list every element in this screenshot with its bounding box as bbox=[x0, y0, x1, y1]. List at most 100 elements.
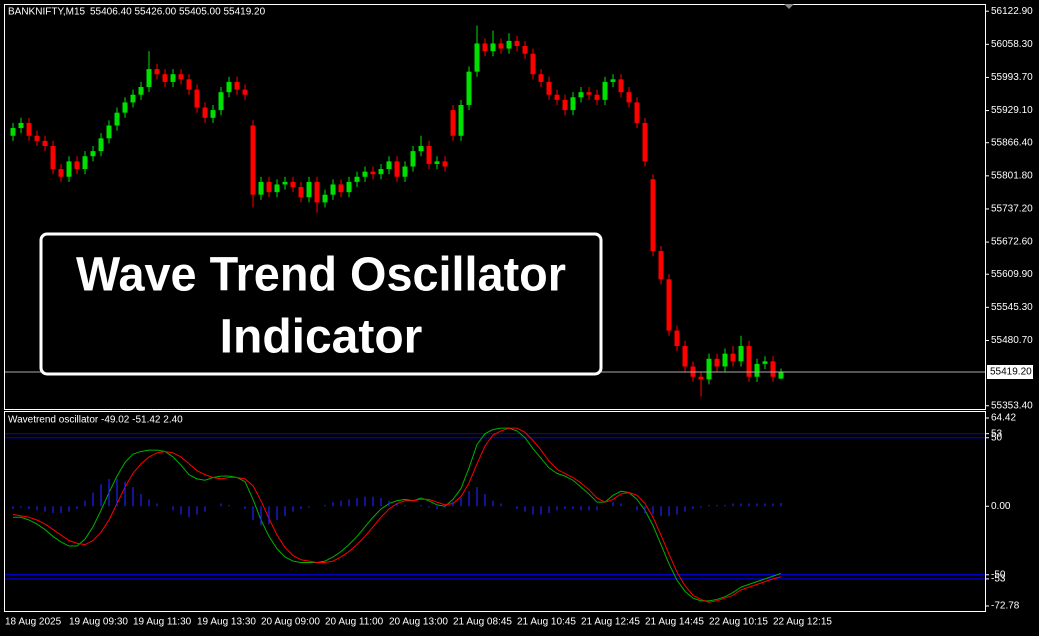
oscillator-line bbox=[13, 427, 782, 602]
y-tick-label: 55737.20 bbox=[991, 204, 1033, 215]
current-price-box bbox=[987, 365, 1033, 380]
candle-body bbox=[530, 53, 536, 75]
candle-body bbox=[170, 74, 176, 82]
candle-body bbox=[98, 138, 104, 152]
candle-body bbox=[66, 161, 72, 177]
candle-body bbox=[554, 94, 560, 100]
candle-body bbox=[306, 181, 312, 198]
candle-body bbox=[586, 92, 592, 95]
x-tick-label: 21 Aug 14:45 bbox=[645, 617, 704, 628]
candle-body bbox=[218, 92, 224, 111]
candle-body bbox=[90, 151, 96, 157]
y-tick-label: 64.42 bbox=[991, 413, 1016, 424]
candle-body bbox=[50, 145, 56, 170]
candle-body bbox=[546, 81, 552, 95]
candle-body bbox=[722, 353, 728, 367]
candle-body bbox=[274, 184, 280, 193]
candle-body bbox=[738, 345, 744, 362]
candle-body bbox=[362, 171, 368, 177]
candle-body bbox=[570, 97, 576, 111]
y-tick-label: 55353.40 bbox=[991, 400, 1033, 411]
candle-body bbox=[210, 110, 216, 118]
x-tick-label: 21 Aug 08:45 bbox=[453, 617, 512, 628]
x-tick-label: 20 Aug 11:00 bbox=[325, 617, 384, 628]
candle-body bbox=[146, 69, 152, 88]
oscillator-panel bbox=[4, 411, 986, 612]
candle-body bbox=[602, 81, 608, 100]
candle-body bbox=[706, 358, 712, 380]
candle-body bbox=[482, 43, 488, 52]
candle-body bbox=[394, 161, 400, 177]
candle-body bbox=[10, 128, 16, 136]
y-tick-label: -72.78 bbox=[991, 601, 1020, 612]
candle-body bbox=[402, 166, 408, 177]
candle-body bbox=[42, 140, 48, 146]
candle-body bbox=[370, 171, 376, 175]
x-tick-label: 19 Aug 09:30 bbox=[69, 617, 128, 628]
title-line: Indicator bbox=[220, 311, 423, 364]
candle-body bbox=[386, 161, 392, 170]
candle-body bbox=[658, 251, 664, 280]
candle-body bbox=[178, 74, 184, 80]
candle-body bbox=[74, 161, 80, 170]
y-tick-label: 55672.60 bbox=[991, 237, 1033, 248]
candle-body bbox=[538, 74, 544, 82]
candle-body bbox=[514, 40, 520, 47]
y-tick-label: 56058.30 bbox=[991, 39, 1033, 50]
x-tick-label: 20 Aug 13:00 bbox=[389, 617, 448, 628]
candle-body bbox=[410, 151, 416, 167]
candle-body bbox=[762, 361, 768, 364]
candle-body bbox=[338, 184, 344, 193]
candle-body bbox=[506, 40, 512, 49]
candle-body bbox=[618, 79, 624, 93]
candle-body bbox=[466, 71, 472, 105]
ohlc-readout: 55406.40 55426.00 55405.00 55419.20 bbox=[90, 7, 266, 18]
candle-body bbox=[34, 135, 40, 141]
y-tick-label: 53 bbox=[991, 428, 1003, 439]
candle-body bbox=[730, 353, 736, 362]
candle-body bbox=[778, 372, 784, 379]
symbol: BANKNIFTY,M15 bbox=[8, 7, 85, 18]
candle-body bbox=[634, 102, 640, 123]
oscillator-title: Wavetrend oscillator -49.02 -51.42 2.40 bbox=[8, 415, 183, 426]
candle-body bbox=[650, 179, 656, 252]
y-tick-label: 55480.70 bbox=[991, 335, 1033, 346]
y-tick-label: 55545.30 bbox=[991, 302, 1033, 313]
candle-body bbox=[106, 125, 112, 139]
candle-body bbox=[378, 169, 384, 175]
candle-body bbox=[58, 169, 64, 177]
x-tick-label: 19 Aug 11:30 bbox=[133, 617, 192, 628]
candle-body bbox=[770, 361, 776, 377]
candle-body bbox=[698, 376, 704, 380]
y-tick-label: 55866.40 bbox=[991, 137, 1033, 148]
candle-body bbox=[426, 145, 432, 164]
candle-body bbox=[674, 330, 680, 346]
candle-body bbox=[354, 176, 360, 182]
x-tick-label: 19 Aug 13:30 bbox=[197, 617, 256, 628]
y-tick-label: 55609.90 bbox=[991, 269, 1033, 280]
x-tick-label: 20 Aug 09:00 bbox=[261, 617, 320, 628]
y-tick-label: 55993.70 bbox=[991, 72, 1033, 83]
candle-body bbox=[242, 89, 248, 95]
title-box bbox=[39, 232, 603, 376]
candle-body bbox=[498, 43, 504, 49]
candle-body bbox=[594, 94, 600, 100]
candle-body bbox=[474, 43, 480, 72]
candle-body bbox=[18, 122, 24, 129]
candle-body bbox=[114, 112, 120, 126]
candle-body bbox=[186, 79, 192, 90]
candle-body bbox=[666, 279, 672, 331]
candle-body bbox=[682, 345, 688, 367]
candle-body bbox=[562, 99, 568, 111]
marks: 56122.90 56058.30 55993.70 55929.10 55866.40… bbox=[5, 6, 1033, 628]
candle-body bbox=[450, 110, 456, 136]
y-tick-label: -53 bbox=[991, 574, 1006, 585]
candle-body bbox=[522, 46, 528, 54]
candle-body bbox=[226, 81, 232, 93]
candle-body bbox=[434, 161, 440, 164]
candle-body bbox=[418, 145, 424, 152]
y-tick-label: 50 bbox=[991, 432, 1003, 443]
candle-body bbox=[250, 125, 256, 195]
y-tick-label: -50 bbox=[991, 569, 1006, 580]
